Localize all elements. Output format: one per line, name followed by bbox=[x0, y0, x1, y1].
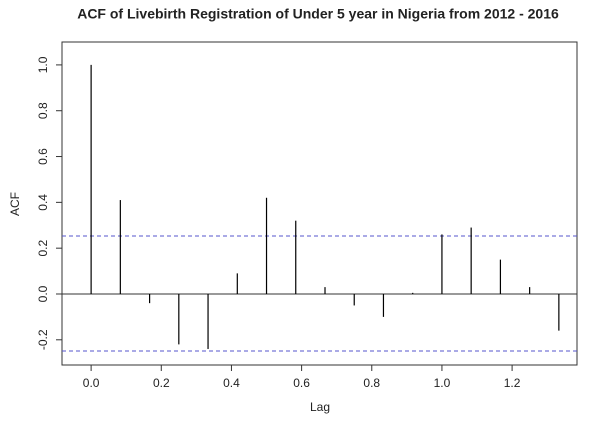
x-axis-label: Lag bbox=[310, 400, 330, 414]
x-tick-label: 1.0 bbox=[434, 376, 451, 390]
x-tick-label: 0.2 bbox=[153, 376, 170, 390]
y-tick-label: 0.8 bbox=[36, 102, 50, 119]
x-tick-label: 1.2 bbox=[504, 376, 521, 390]
y-tick-label: -0.2 bbox=[36, 329, 50, 350]
plot-box bbox=[61, 41, 578, 366]
x-tick-label: 0.4 bbox=[223, 376, 240, 390]
x-tick-label: 0.0 bbox=[83, 376, 100, 390]
x-tick-label: 0.6 bbox=[293, 376, 310, 390]
y-tick-label: 0.4 bbox=[36, 194, 50, 211]
y-tick-label: 0.6 bbox=[36, 148, 50, 165]
chart-title: ACF of Livebirth Registration of Under 5… bbox=[77, 6, 559, 22]
y-tick-label: 0.0 bbox=[36, 285, 50, 302]
y-tick-label: 1.0 bbox=[36, 56, 50, 73]
y-tick-label: 0.2 bbox=[36, 240, 50, 257]
y-axis-label: ACF bbox=[8, 192, 22, 216]
x-tick-label: 0.8 bbox=[363, 376, 380, 390]
